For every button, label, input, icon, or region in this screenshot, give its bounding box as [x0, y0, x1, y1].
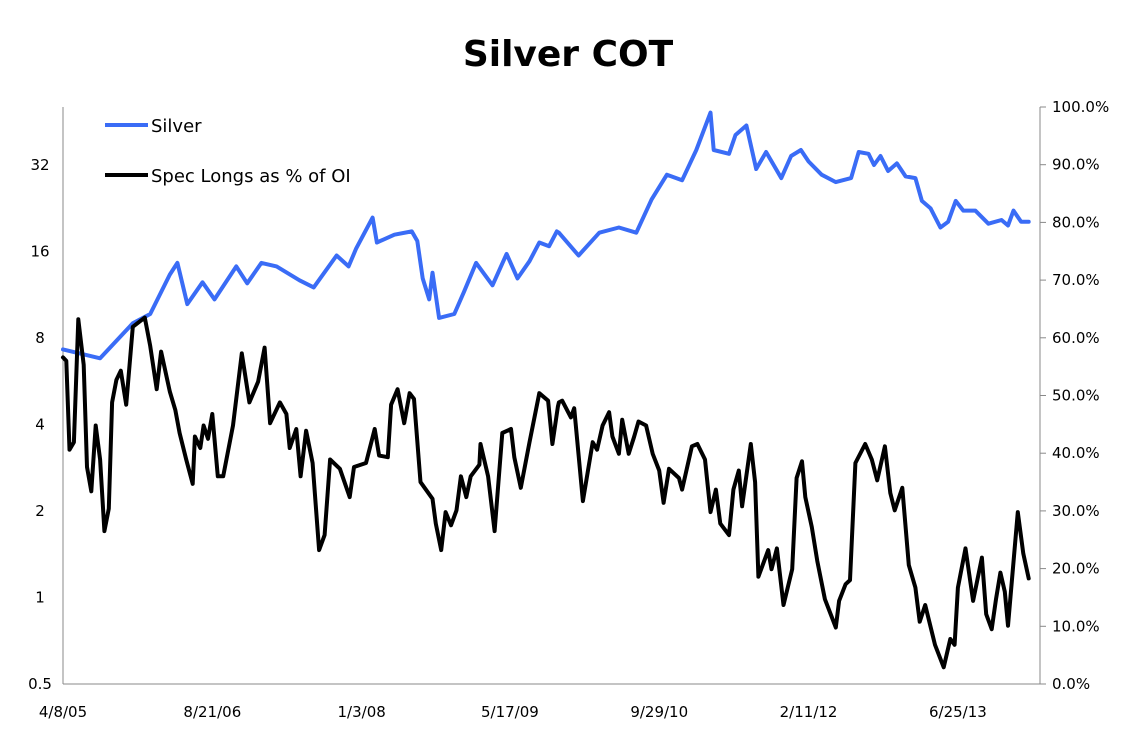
right-tick-label: 100.0% [1052, 98, 1109, 116]
right-tick-label: 10.0% [1052, 617, 1100, 635]
x-tick-label: 1/3/08 [338, 703, 386, 721]
left-tick-label: 8 [35, 329, 45, 347]
legend: Silver Spec Longs as % of OI [105, 116, 351, 187]
left-tick-label: 2 [35, 502, 45, 520]
right-tick-label: 60.0% [1052, 329, 1100, 347]
left-tick-label: 16 [30, 243, 49, 261]
right-tick-label: 40.0% [1052, 444, 1100, 462]
x-tick-label: 2/11/12 [780, 703, 838, 721]
x-tick-label: 4/8/05 [39, 703, 87, 721]
left-tick-label: 0.5 [28, 675, 52, 693]
chart-title: Silver COT [463, 34, 674, 75]
spec-longs-points [62, 317, 1029, 668]
legend-label-spec-longs: Spec Longs as % of OI [151, 166, 351, 187]
right-tick-label: 80.0% [1052, 213, 1100, 231]
right-tick-label: 90.0% [1052, 156, 1100, 174]
right-tick-label: 30.0% [1052, 502, 1100, 520]
x-tick-label: 8/21/06 [183, 703, 241, 721]
right-tick-label: 20.0% [1052, 560, 1100, 578]
x-tick-label: 9/29/10 [630, 703, 688, 721]
silver-points [62, 112, 1029, 359]
right-tick-label: 70.0% [1052, 271, 1100, 289]
left-tick-label: 1 [35, 589, 45, 607]
x-tick-label: 5/17/09 [481, 703, 539, 721]
right-tick-label: 50.0% [1052, 387, 1100, 405]
left-tick-label: 4 [35, 416, 45, 434]
x-tick-label: 6/25/13 [929, 703, 987, 721]
legend-label-silver: Silver [151, 116, 202, 137]
left-tick-label: 32 [30, 156, 49, 174]
series-layer [61, 110, 1031, 670]
right-tick-label: 0.0% [1052, 675, 1090, 693]
axes: 0.5 1 2 4 8 16 32 0.0% 10.0% 20.0% 30.0% 40.0% 50.0%… [28, 98, 1109, 721]
